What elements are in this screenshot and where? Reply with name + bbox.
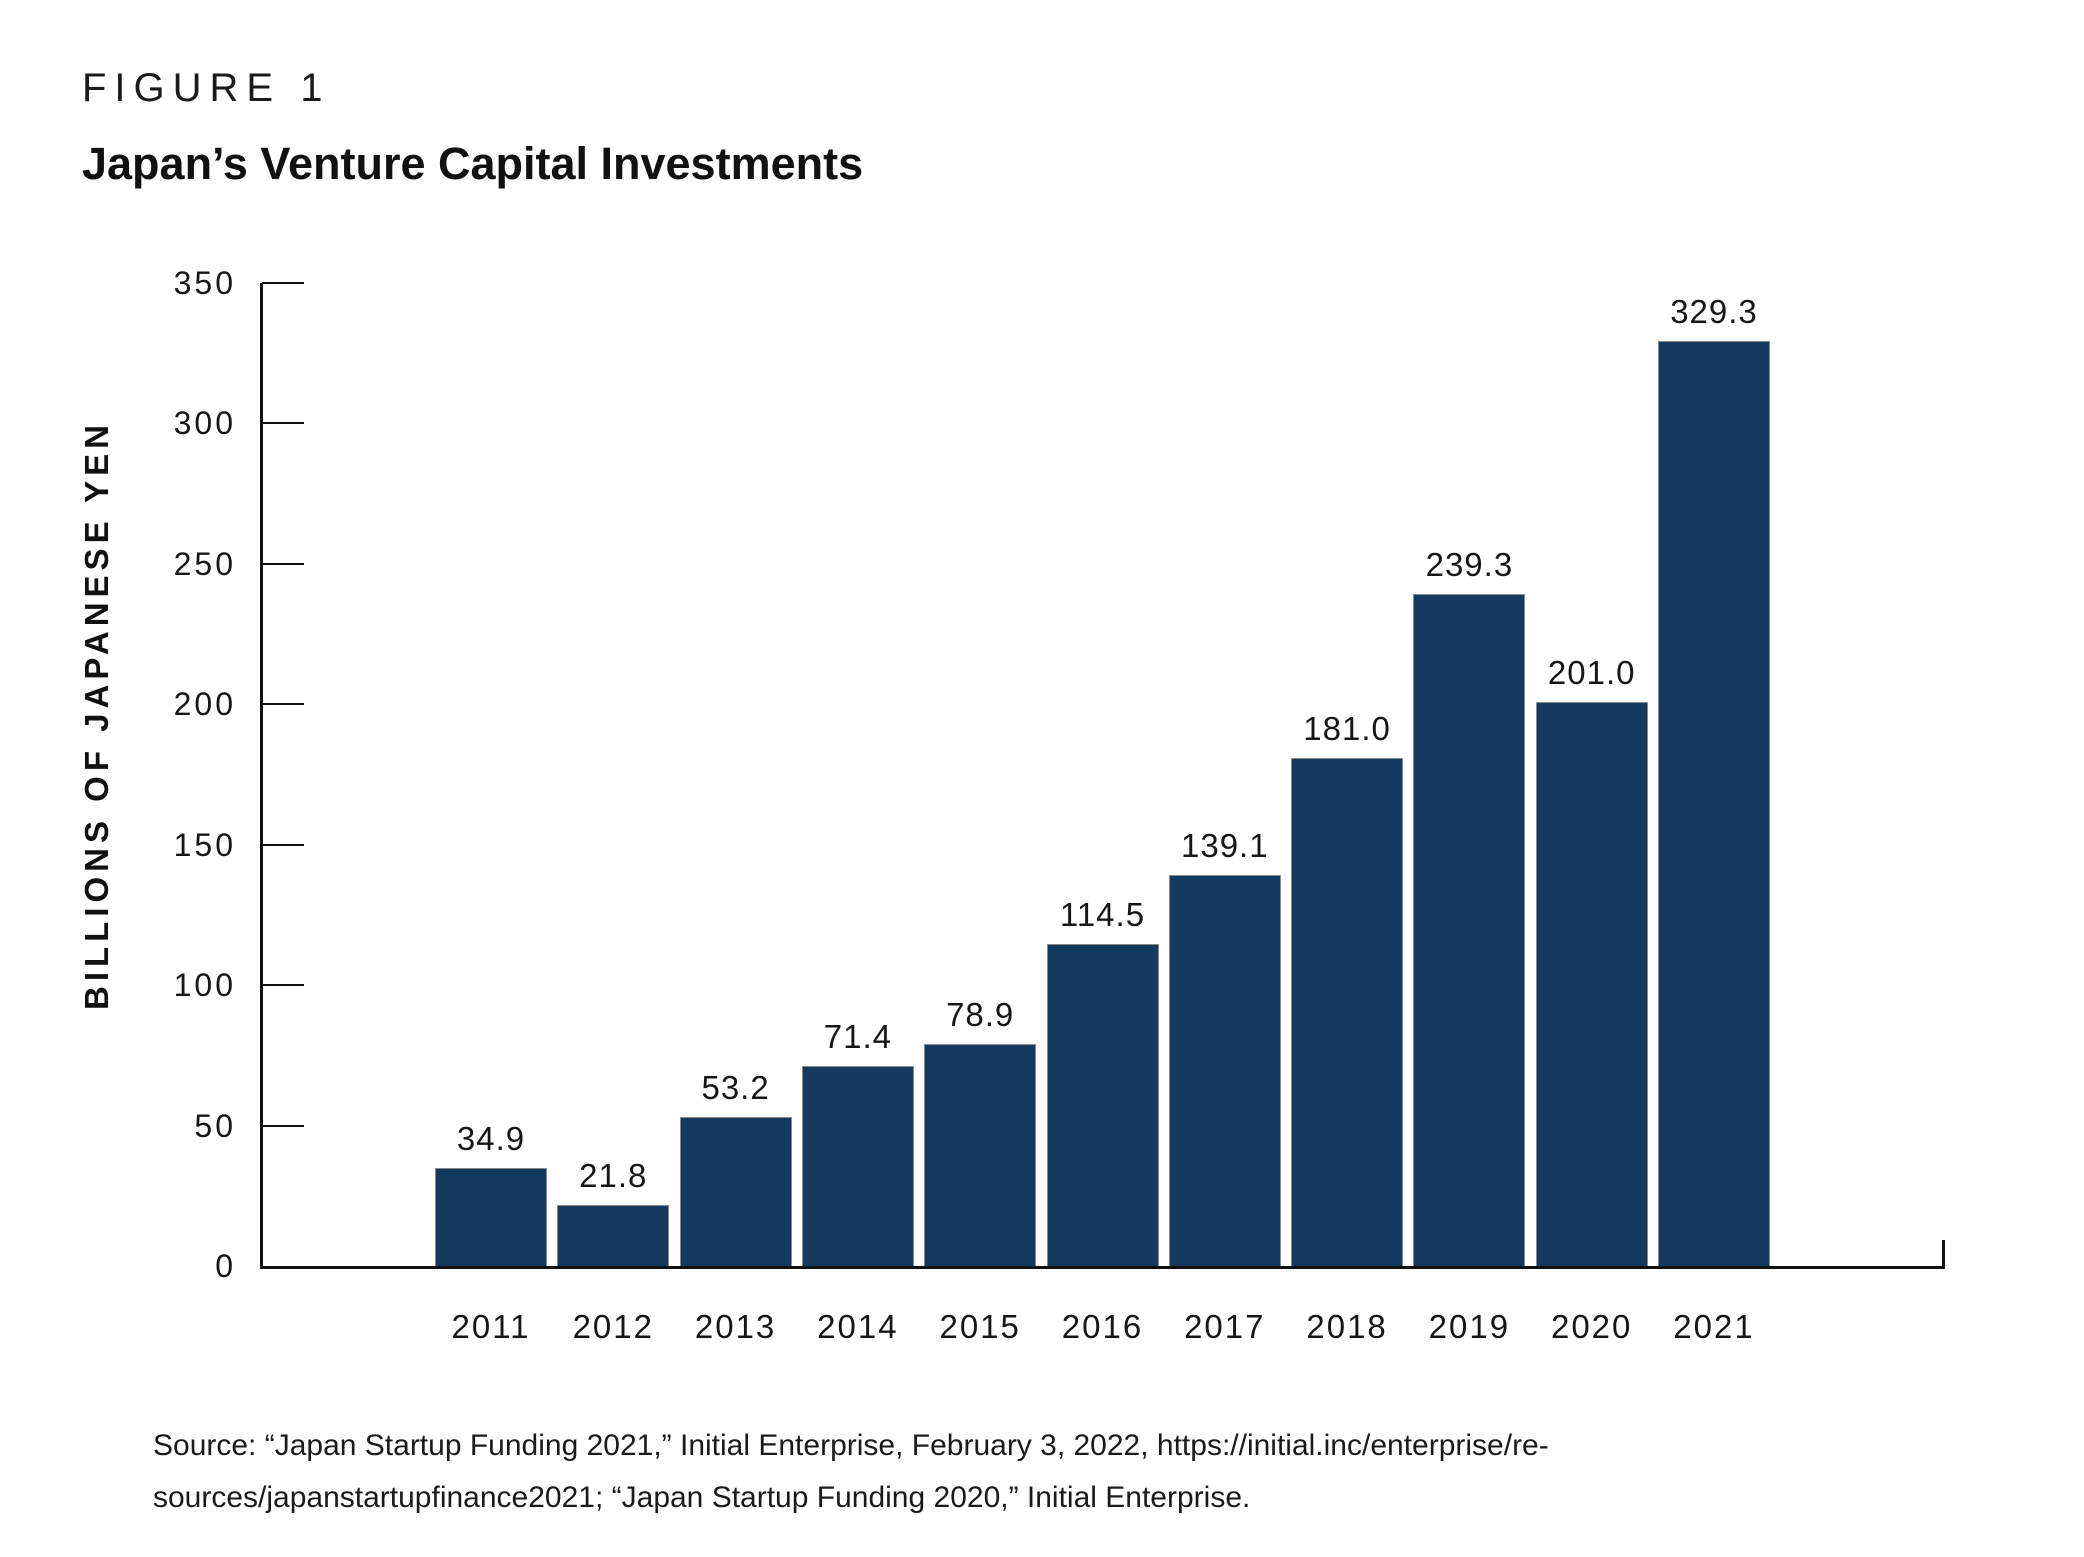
source-line-1: Source: “Japan Startup Funding 2021,” In…: [153, 1429, 1549, 1462]
bar-value-2019: 239.3: [1425, 545, 1514, 583]
y-tick-label-100: 100: [173, 967, 236, 1004]
bar-value-2015: 78.9: [946, 996, 1015, 1034]
y-tick-label-350: 350: [173, 265, 236, 301]
bar-value-2021: 329.3: [1670, 293, 1758, 331]
x-tick-label-2020: 2020: [1550, 1308, 1633, 1345]
y-tick-150: [262, 843, 304, 846]
source-note: Source: “Japan Startup Funding 2021,” In…: [153, 1420, 1913, 1524]
x-tick-label-2013: 2013: [694, 1308, 777, 1345]
figure-number: FIGURE 1: [82, 66, 331, 110]
bar-value-2018: 181.0: [1303, 709, 1391, 747]
bar-2011: [435, 1168, 547, 1266]
y-axis-line: [260, 283, 263, 1269]
bar-2012: [557, 1204, 670, 1266]
x-tick-label-2014: 2014: [817, 1308, 899, 1345]
y-tick-label-300: 300: [173, 405, 236, 442]
bar-2019: [1413, 593, 1526, 1266]
bar-2017: [1168, 875, 1281, 1266]
x-tick-label-2015: 2015: [939, 1308, 1021, 1345]
y-tick-label-0: 0: [215, 1248, 236, 1284]
bar-value-2017: 139.1: [1181, 827, 1269, 865]
figure-title: Japan’s Venture Capital Investments: [82, 138, 864, 189]
bar-2013: [679, 1116, 792, 1266]
bar-2014: [801, 1065, 914, 1266]
x-tick-label-2017: 2017: [1184, 1308, 1266, 1345]
x-tick-label-2018: 2018: [1306, 1308, 1388, 1345]
x-axis-end-tick: [1942, 1240, 1945, 1269]
y-tick-250: [262, 562, 304, 565]
y-tick-label-250: 250: [173, 545, 236, 582]
y-tick-300: [262, 422, 304, 425]
bar-2020: [1535, 701, 1648, 1266]
y-tick-100: [262, 984, 304, 987]
bar-value-2013: 53.2: [701, 1068, 770, 1106]
x-tick-label-2021: 2021: [1673, 1308, 1755, 1345]
x-tick-label-2019: 2019: [1428, 1308, 1511, 1345]
bar-2018: [1291, 757, 1404, 1266]
x-axis-line: [260, 1266, 1945, 1269]
bar-value-2020: 201.0: [1547, 653, 1636, 691]
bar-value-2011: 34.9: [456, 1120, 526, 1157]
bar-2021: [1658, 341, 1770, 1266]
bar-value-2016: 114.5: [1059, 896, 1146, 934]
y-tick-label-200: 200: [173, 686, 236, 723]
bar-value-2014: 71.4: [823, 1017, 892, 1055]
bar-value-2012: 21.8: [579, 1156, 648, 1194]
bar-2015: [924, 1044, 1037, 1266]
bar-2016: [1046, 944, 1159, 1266]
x-tick-label-2012: 2012: [572, 1308, 654, 1345]
y-tick-200: [262, 703, 304, 706]
x-tick-label-2016: 2016: [1061, 1308, 1144, 1345]
x-tick-label-2011: 2011: [451, 1308, 531, 1345]
y-tick-label-50: 50: [194, 1107, 236, 1144]
y-tick-50: [262, 1124, 304, 1127]
y-tick-350: [262, 282, 304, 284]
y-tick-label-150: 150: [173, 826, 236, 863]
source-line-2: sources/japanstartupfinance2021; “Japan …: [153, 1481, 1251, 1514]
